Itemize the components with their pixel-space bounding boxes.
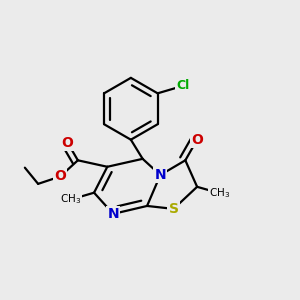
Text: O: O bbox=[191, 133, 203, 147]
Text: CH$_3$: CH$_3$ bbox=[60, 192, 81, 206]
Text: O: O bbox=[61, 136, 74, 150]
Text: N: N bbox=[107, 207, 119, 221]
Text: CH$_3$: CH$_3$ bbox=[208, 186, 230, 200]
Text: O: O bbox=[54, 169, 66, 184]
Text: N: N bbox=[154, 168, 166, 182]
Text: Cl: Cl bbox=[176, 80, 189, 92]
Text: S: S bbox=[169, 202, 178, 216]
